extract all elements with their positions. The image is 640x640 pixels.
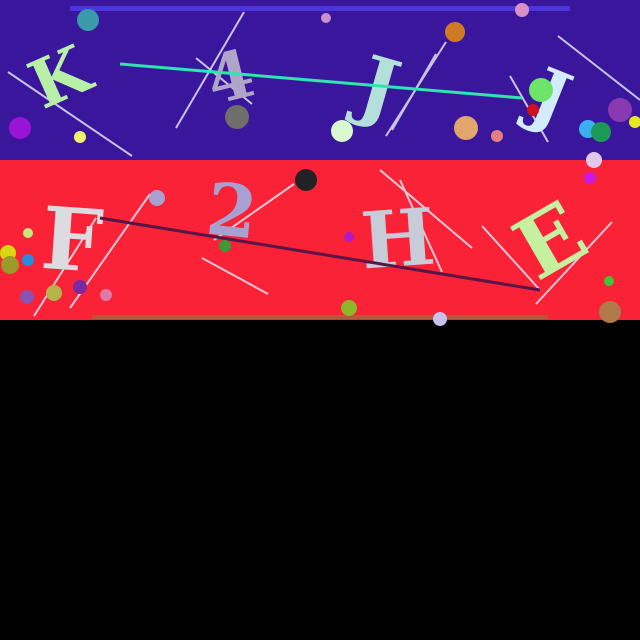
noise-dot [608, 98, 632, 122]
noise-line [33, 217, 97, 317]
noise-dot [219, 240, 231, 252]
noise-dot [149, 190, 165, 206]
noise-dot [527, 104, 539, 116]
noise-line [535, 221, 613, 305]
top-noise-lines [7, 11, 640, 157]
noise-dot [344, 232, 354, 242]
noise-dot [295, 169, 317, 191]
noise-dot [586, 152, 602, 168]
noise-dot [23, 228, 33, 238]
noise-line [7, 71, 133, 157]
noise-dot [341, 300, 357, 316]
noise-dot [433, 312, 447, 326]
noise-dot [591, 122, 611, 142]
noise-line [481, 225, 541, 291]
noise-dot [529, 78, 553, 102]
noise-dot [20, 290, 34, 304]
noise-dot [491, 130, 503, 142]
noise-dot [454, 116, 478, 140]
bottom-noise-dots [0, 169, 621, 326]
noise-line [195, 57, 253, 105]
captcha-char: F [38, 188, 106, 293]
bottom-bar [92, 315, 548, 319]
noise-dot [46, 285, 62, 301]
noise-dot [584, 172, 596, 184]
long-noise-line [119, 62, 523, 100]
noise-line [399, 179, 443, 273]
noise-dot [321, 13, 331, 23]
noise-dot [225, 105, 249, 129]
noise-dot [74, 131, 86, 143]
noise-line [213, 183, 295, 241]
noise-dot [445, 22, 465, 42]
noise-dot [9, 117, 31, 139]
top-noise-dots [9, 3, 640, 168]
noise-line [391, 53, 437, 131]
top-bar [70, 6, 570, 11]
noise-dot [629, 116, 640, 128]
noise-dot [77, 9, 99, 31]
noise-line [557, 35, 640, 101]
noise-dot [73, 280, 87, 294]
noise-dot [1, 256, 19, 274]
noise-line [201, 257, 269, 295]
noise-dot [599, 301, 621, 323]
noise-dot [22, 254, 34, 266]
noise-dot [331, 120, 353, 142]
noise-dot [515, 3, 529, 17]
noise-line [379, 169, 473, 249]
noise-dot [100, 289, 112, 301]
noise-dot [604, 276, 614, 286]
long-noise-line [99, 216, 541, 292]
captcha-char: H [358, 192, 438, 288]
